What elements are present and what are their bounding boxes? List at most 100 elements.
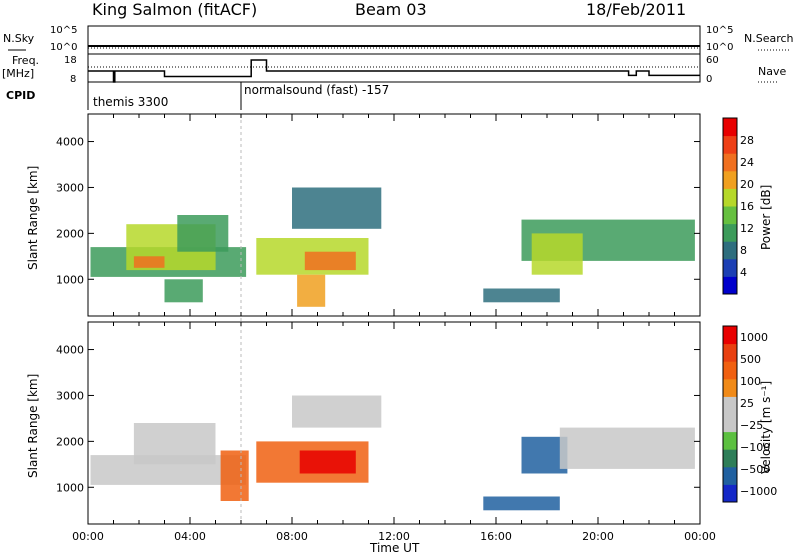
- nave-label: Nave: [758, 65, 786, 78]
- power-colorbar-tick-2: 12: [740, 222, 754, 235]
- power-colorbar-swatch-9: [723, 118, 737, 137]
- velocity-colorbar-tick-3: 25: [740, 397, 754, 410]
- velocity-colorbar-tick-0: 1000: [740, 331, 768, 344]
- power-ytick-label-1: 2000: [56, 227, 84, 240]
- power-region-9: [483, 288, 560, 303]
- xtick-label-0: 00:00: [72, 530, 104, 543]
- nsky-tick-top-left: 10^5: [50, 25, 77, 36]
- power-colorbar-swatch-7: [723, 153, 737, 172]
- power-colorbar-tick-4: 20: [740, 178, 754, 191]
- velocity-ytick-label-1: 2000: [56, 435, 84, 448]
- power-y-axis-label: Slant Range [km]: [26, 166, 40, 270]
- power-region-8: [292, 187, 382, 229]
- colorbar-layer: 4 8 12 16 20 24 28 1000 500 100 25 −25 −100 −500 −1000: [722, 117, 777, 503]
- xtick-label-3: 12:00: [378, 530, 410, 543]
- power-heatmap: [90, 187, 695, 307]
- velocity-colorbar-swatch-8: [723, 343, 737, 362]
- velocity-region-2: [220, 450, 249, 501]
- power-colorbar-tick-1: 8: [740, 244, 747, 257]
- cpid-text-1: themis 3300: [93, 95, 168, 109]
- power-colorbar-swatch-4: [723, 206, 737, 225]
- freq-tick-bottom-left: 8: [70, 74, 76, 85]
- velocity-colorbar-tick-4: −25: [740, 419, 763, 432]
- power-colorbar-tick-0: 4: [740, 266, 747, 279]
- power-colorbar-tick-6: 28: [740, 134, 754, 147]
- power-colorbar-frame: [722, 117, 738, 295]
- xtick-label-1: 04:00: [174, 530, 206, 543]
- power-colorbar-swatch-1: [723, 258, 737, 277]
- freq-label-1: Freq.: [12, 54, 39, 67]
- power-region-4: [164, 279, 203, 303]
- power-colorbar-tick-3: 16: [740, 200, 754, 213]
- velocity-colorbar-tick-6: −500: [740, 463, 770, 476]
- nsearch-tick-top-right: 10^5: [706, 25, 733, 36]
- station-title: King Salmon (fitACF): [92, 0, 258, 19]
- power-region-11: [531, 233, 583, 275]
- xtick-label-6: 00:00: [684, 530, 716, 543]
- power-colorbar-swatch-2: [723, 241, 737, 260]
- xtick-label-5: 20:00: [582, 530, 614, 543]
- velocity-region-8: [559, 427, 695, 469]
- power-colorbar-swatch-5: [723, 188, 737, 207]
- velocity-ytick-label-3: 4000: [56, 344, 84, 357]
- cpid-text-2: normalsound (fast) -157: [244, 83, 389, 97]
- velocity-colorbar-swatch-0: [723, 484, 737, 503]
- nsearch-tick-bottom-right: 10^0: [706, 42, 733, 53]
- velocity-y-axis-label: Slant Range [km]: [26, 374, 40, 478]
- velocity-colorbar-tick-2: 100: [740, 375, 761, 388]
- power-region-7: [297, 274, 326, 307]
- velocity-colorbar-tick-5: −100: [740, 441, 770, 454]
- nsky-label: N.Sky: [3, 32, 35, 45]
- velocity-colorbar-swatch-1: [723, 466, 737, 485]
- power-colorbar-swatch-0: [723, 276, 737, 295]
- velocity-colorbar-frame: [722, 325, 738, 503]
- power-region-2: [133, 256, 165, 268]
- velocity-colorbar-swatch-3: [723, 431, 737, 450]
- velocity-colorbar-swatch-6: [723, 378, 737, 397]
- velocity-region-5: [292, 395, 382, 428]
- power-colorbar-swatch-3: [723, 223, 737, 242]
- nave-tick-top-right: 60: [706, 55, 719, 66]
- velocity-colorbar-swatch-4: [723, 414, 737, 433]
- date-title: 18/Feb/2011: [586, 0, 687, 19]
- nsky-panel-frame: [87, 25, 701, 55]
- velocity-colorbar-tick-7: −1000: [740, 485, 777, 498]
- xtick-label-2: 08:00: [276, 530, 308, 543]
- velocity-ytick-label-2: 3000: [56, 389, 84, 402]
- power-region-6: [304, 251, 356, 271]
- nsky-tick-bottom-left: 10^0: [50, 42, 77, 53]
- power-colorbar-swatch-6: [723, 170, 737, 189]
- power-region-3: [177, 215, 229, 252]
- freq-panel-frame: [87, 53, 701, 83]
- velocity-colorbar-swatch-2: [723, 449, 737, 468]
- power-colorbar-swatch-8: [723, 135, 737, 154]
- velocity-region-1: [133, 423, 216, 465]
- cpid-label: CPID: [6, 89, 35, 102]
- xtick-label-4: 16:00: [480, 530, 512, 543]
- velocity-colorbar-swatch-5: [723, 396, 737, 415]
- power-colorbar-label: Power [dB]: [759, 185, 773, 250]
- power-ytick-label-3: 4000: [56, 136, 84, 149]
- velocity-colorbar-swatch-7: [723, 361, 737, 380]
- power-ytick-label-0: 1000: [56, 273, 84, 286]
- x-axis-label: Time UT: [369, 541, 420, 554]
- power-ytick-label-2: 3000: [56, 181, 84, 194]
- power-colorbar-tick-5: 24: [740, 156, 754, 169]
- freq-label-2: [MHz]: [2, 67, 34, 80]
- frequency-trace: [88, 59, 700, 83]
- nave-tick-bottom-right: 0: [706, 74, 712, 85]
- axes-layer: 1000 2000 3000 4000 1000 2000 3000 4000 00:00 04:…: [56, 114, 716, 543]
- velocity-colorbar-tick-1: 500: [740, 353, 761, 366]
- velocity-colorbar-label: Velocity [m s⁻¹]: [759, 381, 773, 474]
- velocity-region-7: [521, 436, 568, 474]
- freq-tick-top-left: 18: [64, 55, 77, 66]
- velocity-colorbar-swatch-9: [723, 326, 737, 345]
- nsearch-label: N.Search: [744, 32, 794, 45]
- velocity-region-4: [299, 450, 356, 474]
- beam-title: Beam 03: [355, 0, 427, 19]
- freq-series: [88, 59, 700, 83]
- velocity-region-6: [483, 496, 560, 511]
- nsky-series: [88, 45, 700, 49]
- velocity-heatmap: [90, 395, 695, 511]
